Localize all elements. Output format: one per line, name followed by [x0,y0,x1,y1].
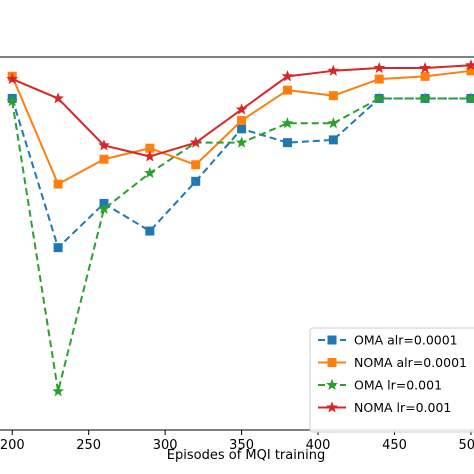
legend-item: NOMA lr=0.001 [318,400,451,415]
data-point [465,59,474,71]
data-point [191,176,201,186]
data-point [419,92,431,104]
data-point [235,103,248,115]
data-point [327,117,340,129]
data-point [145,226,155,236]
data-point [191,160,201,170]
data-point [281,70,294,82]
data-point [282,138,292,148]
data-point [373,61,386,74]
legend-box [309,327,474,433]
legend-swatch-marker [326,378,338,391]
x-tick-label: 450 [382,438,407,453]
legend-swatch-marker [327,358,337,367]
data-point [419,61,431,74]
data-point [99,154,109,164]
legend-label: NOMA alr=0.0001 [354,355,467,370]
data-point [465,92,474,104]
data-point [98,202,110,214]
data-point [282,85,292,95]
legend-item: NOMA alr=0.0001 [318,355,467,370]
data-point [145,143,155,153]
data-point [237,124,247,134]
data-point [420,71,430,81]
series-group [6,59,474,162]
legend-item: OMA lr=0.001 [318,378,442,393]
data-point [143,150,156,162]
x-ticks: 200 250 300 350 400 450 500 [0,430,474,453]
legend-items: OMA alr=0.0001 NOMA alr=0.0001 OMA lr=0.00… [318,333,467,415]
data-point [237,116,247,126]
data-point [374,74,384,84]
legend-label: OMA lr=0.001 [354,378,442,393]
x-tick-label: 500 [459,438,474,453]
data-point [143,166,156,179]
x-axis-label: Episodes of MQI training [167,448,325,463]
legend: OMA alr=0.0001 NOMA alr=0.0001 OMA lr=0.00… [309,327,474,433]
data-point [327,64,340,76]
data-point [6,72,19,85]
data-point [52,385,64,397]
legend-label: NOMA lr=0.001 [354,400,451,415]
data-point [189,136,202,148]
series-layer [6,59,474,397]
x-tick-label: 300 [153,438,178,453]
legend-swatch-marker [327,335,337,345]
data-point [328,135,338,145]
x-tick-label: 250 [76,438,101,453]
data-point [235,136,248,148]
data-point [53,243,63,253]
data-point [466,66,474,76]
data-point [328,91,338,101]
data-point [281,117,294,129]
x-tick-label: 350 [229,438,254,453]
x-tick-label: 200 [0,438,25,453]
legend-item: OMA alr=0.0001 [318,333,458,348]
data-point [52,92,64,104]
legend-swatch-marker [326,401,338,413]
legend-label: OMA alr=0.0001 [354,333,458,348]
data-point [373,92,386,104]
data-point [98,139,110,151]
data-point [53,179,63,189]
x-tick-label: 400 [306,438,331,453]
data-point [6,95,19,107]
